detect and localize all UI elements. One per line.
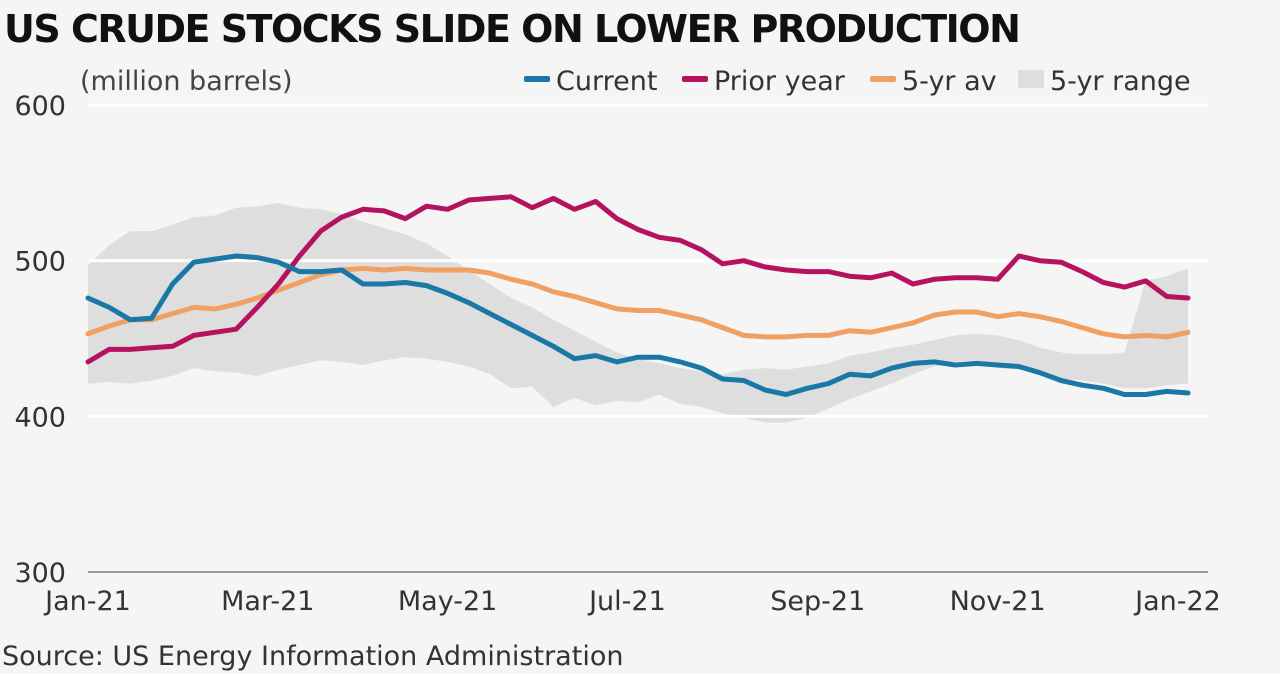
y-unit-label: (million barrels) [80, 66, 293, 97]
legend: Current Prior year 5-yr av 5-yr range [524, 66, 1191, 97]
x-tick-label: May-21 [398, 586, 497, 617]
x-tick-label: Jan-22 [1133, 586, 1221, 617]
range-area-group [88, 203, 1188, 423]
x-tick-label: Mar-21 [221, 586, 314, 617]
y-tick-label: 500 [14, 247, 66, 278]
series-lines [85, 194, 1191, 397]
x-axis: Jan-21 Mar-21 May-21 Jul-21 Sep-21 Nov-21 Jan-… [43, 586, 1221, 617]
source-note: Source: US Energy Information Administra… [2, 641, 623, 672]
series-line-current [85, 253, 1191, 397]
series-line-prior-year [85, 194, 1191, 365]
x-tick-label: Nov-21 [950, 586, 1046, 617]
y-tick-label: 600 [14, 91, 66, 122]
legend-swatch-5-yr-av [870, 76, 896, 82]
legend-swatch-current [524, 76, 550, 82]
legend-label-5-yr-av: 5-yr av [902, 66, 997, 97]
range-area-5yr [88, 203, 1188, 423]
legend-label-prior-year: Prior year [714, 66, 846, 97]
x-tick-label: Sep-21 [770, 586, 865, 617]
legend-label-current: Current [556, 66, 657, 97]
y-tick-label: 400 [14, 402, 66, 433]
y-tick-label: 300 [14, 558, 66, 589]
chart-title: US CRUDE STOCKS SLIDE ON LOWER PRODUCTIO… [4, 7, 1019, 51]
legend-label-5-yr-range: 5-yr range [1050, 66, 1191, 97]
x-tick-label: Jul-21 [587, 586, 666, 617]
legend-swatch-prior-year [682, 76, 708, 82]
x-tick-label: Jan-21 [43, 586, 131, 617]
y-axis: 300 400 500 600 [14, 91, 66, 589]
legend-swatch-5-yr-range [1018, 70, 1044, 88]
